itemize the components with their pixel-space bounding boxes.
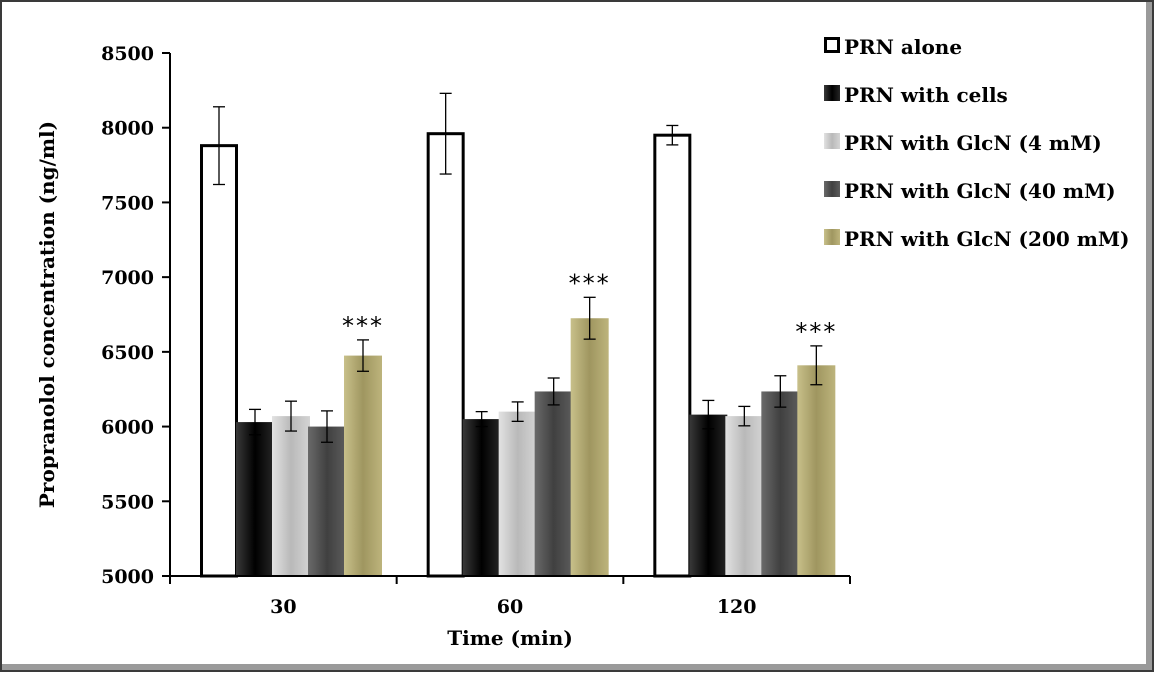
bars-layer <box>200 132 836 578</box>
bar-60-series-2 <box>462 419 501 576</box>
x-category-label: 30 <box>270 596 296 618</box>
error-bar-60-series-1 <box>439 92 452 175</box>
significance-label: *** <box>342 312 384 340</box>
error-bar-60-series-3 <box>511 401 524 422</box>
y-tick-label: 5500 <box>101 491 154 513</box>
error-bar-60-series-4 <box>547 377 560 406</box>
y-tick-label: 8500 <box>101 43 154 65</box>
legend-label: PRN with GlcN (200 mM) <box>844 227 1130 251</box>
bar-60-series-3 <box>498 411 537 576</box>
y-tick-label: 8000 <box>101 118 154 140</box>
legend-label: PRN with cells <box>844 83 1008 107</box>
error-bar-30-series-2 <box>249 408 261 436</box>
error-bars-layer <box>213 92 823 443</box>
bar-30-series-2 <box>236 422 274 576</box>
error-bar-120-series-3 <box>738 405 751 427</box>
bar-60-series-5 <box>570 318 609 576</box>
bar-120-series-3 <box>725 416 764 576</box>
legend-swatch <box>824 181 840 197</box>
legend-label: PRN with GlcN (40 mM) <box>844 179 1116 203</box>
error-bar-30-series-1 <box>213 106 225 186</box>
y-axis-title: Propranolol concentration (ng/ml) <box>35 121 59 508</box>
legend-label: PRN with GlcN (4 mM) <box>844 131 1102 155</box>
legend-item: PRN with GlcN (4 mM) <box>824 131 1102 155</box>
legend-item: PRN with cells <box>824 83 1008 107</box>
y-tick-label: 6500 <box>101 342 154 364</box>
bar-120-series-5 <box>797 365 836 576</box>
bar-30-series-5 <box>344 355 382 576</box>
bar-30-series-4 <box>308 426 346 576</box>
bar-30-series-1 <box>200 144 238 578</box>
legend-swatch <box>824 37 840 53</box>
error-bar-30-series-5 <box>357 339 369 372</box>
y-tick-label: 5000 <box>101 566 154 588</box>
legend-item: PRN alone <box>824 35 962 59</box>
error-bar-120-series-2 <box>702 399 715 430</box>
x-category-label: 120 <box>717 596 757 618</box>
x-category-label: 60 <box>497 596 523 618</box>
bar-60-series-4 <box>534 391 573 576</box>
error-bar-120-series-5 <box>810 345 823 386</box>
bar-120-series-4 <box>761 391 800 576</box>
error-bar-120-series-1 <box>666 124 679 146</box>
legend: PRN alone PRN with cells PRN with GlcN (4 … <box>824 35 1130 251</box>
error-bar-120-series-4 <box>774 375 787 408</box>
error-bar-30-series-3 <box>285 400 297 432</box>
bar-30-series-3 <box>272 416 310 576</box>
legend-item: PRN with GlcN (200 mM) <box>824 227 1130 251</box>
legend-swatch <box>824 229 840 245</box>
y-tick-label: 7500 <box>101 192 154 214</box>
significance-label: *** <box>795 318 837 346</box>
significance-label: *** <box>569 269 611 297</box>
error-bar-30-series-4 <box>321 410 333 443</box>
y-tick-label: 6000 <box>101 417 154 439</box>
bar-120-series-2 <box>689 414 728 576</box>
x-axis-title: Time (min) <box>447 626 573 650</box>
bar-60-series-1 <box>426 132 465 578</box>
legend-swatch <box>824 85 840 101</box>
legend-item: PRN with GlcN (40 mM) <box>824 179 1116 203</box>
axes-layer <box>162 52 851 584</box>
y-tick-label: 7000 <box>101 267 154 289</box>
legend-label: PRN alone <box>844 35 962 59</box>
labels-layer: 5000 5500 6000 6500 7000 7500 8000 8500 30 60 120 T… <box>35 43 837 650</box>
legend-swatch <box>824 133 840 149</box>
error-bar-60-series-2 <box>475 410 488 428</box>
bar-120-series-1 <box>653 133 692 578</box>
error-bar-60-series-5 <box>583 296 596 340</box>
